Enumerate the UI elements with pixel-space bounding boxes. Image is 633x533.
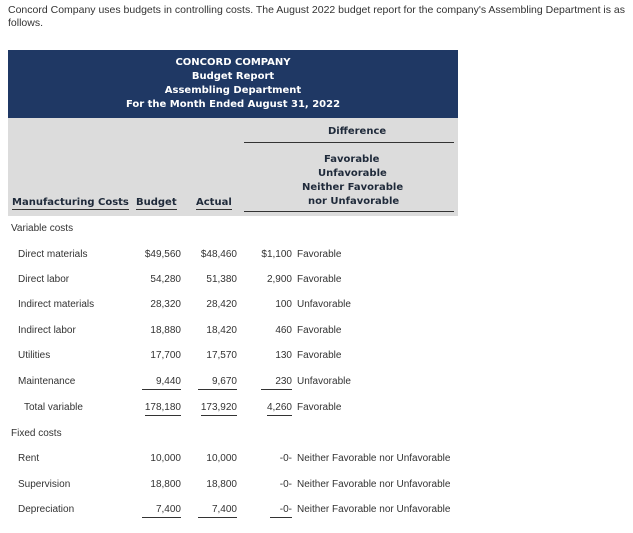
difference-value: -0- bbox=[279, 453, 292, 464]
row-label: Supervision bbox=[18, 479, 71, 490]
difference-value: $1,100 bbox=[261, 249, 292, 260]
company-name: CONCORD COMPANY bbox=[175, 57, 291, 68]
status-value: Unfavorable bbox=[297, 299, 351, 310]
actual-value: 28,420 bbox=[206, 299, 237, 310]
budget-value: 28,320 bbox=[150, 299, 181, 310]
actual-value: 10,000 bbox=[206, 453, 237, 464]
status-value: Neither Favorable nor Unfavorable bbox=[297, 479, 451, 490]
status-value: Favorable bbox=[297, 350, 342, 361]
budget-value: 18,800 bbox=[150, 479, 181, 490]
actual-value: 51,380 bbox=[206, 274, 237, 285]
report-banner: CONCORD COMPANY Budget Report Assembling… bbox=[8, 50, 458, 118]
budget-value: 18,880 bbox=[150, 325, 181, 336]
budget-value: 17,700 bbox=[150, 350, 181, 361]
manufacturing-costs-header: Manufacturing Costs bbox=[12, 197, 129, 210]
difference-rule bbox=[244, 142, 454, 143]
table-row: Rent 10,000 10,000 -0- Neither Favorable… bbox=[8, 452, 458, 466]
row-label: Direct materials bbox=[18, 249, 88, 260]
row-label: Total variable bbox=[24, 402, 83, 413]
intro-text: Concord Company uses budgets in controll… bbox=[8, 4, 625, 29]
table-row: Utilities 17,700 17,570 130 Favorable bbox=[8, 349, 458, 363]
difference-value: 2,900 bbox=[266, 274, 292, 285]
status-header-line-2: Unfavorable bbox=[318, 168, 387, 179]
difference-value: -0- bbox=[269, 503, 292, 518]
row-label: Maintenance bbox=[18, 376, 76, 387]
table-row: Maintenance 9,440 9,670 230 Unfavorable bbox=[8, 375, 458, 390]
budget-value: 9,440 bbox=[141, 375, 181, 390]
status-value: Neither Favorable nor Unfavorable bbox=[297, 453, 451, 464]
row-label: Direct labor bbox=[18, 274, 70, 285]
status-header-line-1: Favorable bbox=[324, 154, 380, 165]
budget-report: CONCORD COMPANY Budget Report Assembling… bbox=[8, 50, 458, 216]
budget-value: $49,560 bbox=[144, 249, 181, 260]
table-row: Direct labor 54,280 51,380 2,900 Favorab… bbox=[8, 273, 458, 287]
report-title: Budget Report bbox=[191, 71, 275, 82]
actual-value: $48,460 bbox=[200, 249, 237, 260]
actual-value: 17,570 bbox=[206, 350, 237, 361]
difference-value: 460 bbox=[275, 325, 292, 336]
budget-value: 178,180 bbox=[144, 401, 181, 416]
table-row: Indirect materials 28,320 28,420 100 Unf… bbox=[8, 298, 458, 312]
table-row: Indirect labor 18,880 18,420 460 Favorab… bbox=[8, 324, 458, 338]
difference-header: Difference bbox=[328, 126, 387, 137]
section-fixed-costs: Fixed costs bbox=[8, 427, 458, 441]
section-variable-costs: Variable costs bbox=[8, 222, 458, 236]
status-value: Favorable bbox=[297, 325, 342, 336]
budget-value: 7,400 bbox=[141, 503, 181, 518]
actual-value: 18,800 bbox=[206, 479, 237, 490]
status-value: Favorable bbox=[297, 249, 342, 260]
difference-value: 4,260 bbox=[266, 401, 292, 416]
table-row: Direct materials $49,560 $48,460 $1,100 … bbox=[8, 248, 458, 262]
row-label: Indirect labor bbox=[18, 325, 76, 336]
status-value: Unfavorable bbox=[297, 376, 351, 387]
actual-value: 173,920 bbox=[200, 401, 237, 416]
status-value: Favorable bbox=[297, 402, 342, 413]
actual-value: 7,400 bbox=[197, 503, 237, 518]
department-name: Assembling Department bbox=[164, 85, 302, 96]
table-row: Depreciation 7,400 7,400 -0- Neither Fav… bbox=[8, 503, 458, 518]
table-row: Supervision 18,800 18,800 -0- Neither Fa… bbox=[8, 478, 458, 492]
row-label: Rent bbox=[18, 453, 40, 464]
budget-value: 54,280 bbox=[150, 274, 181, 285]
table-row-total: Total variable 178,180 173,920 4,260 Fav… bbox=[8, 401, 458, 416]
actual-value: 9,670 bbox=[197, 375, 237, 390]
difference-value: -0- bbox=[279, 479, 292, 490]
actual-header: Actual bbox=[196, 197, 232, 210]
status-value: Favorable bbox=[297, 274, 342, 285]
row-label: Depreciation bbox=[18, 504, 75, 515]
budget-header: Budget bbox=[136, 197, 177, 210]
difference-value: 100 bbox=[275, 299, 292, 310]
column-header: Difference Favorable Unfavorable Neither… bbox=[8, 118, 458, 216]
difference-value: 230 bbox=[261, 375, 292, 390]
budget-value: 10,000 bbox=[150, 453, 181, 464]
status-header-line-4: nor Unfavorable bbox=[308, 196, 400, 207]
row-label: Utilities bbox=[18, 350, 51, 361]
actual-value: 18,420 bbox=[206, 325, 237, 336]
status-rule bbox=[244, 211, 454, 212]
report-period: For the Month Ended August 31, 2022 bbox=[125, 99, 341, 110]
section-label: Variable costs bbox=[11, 223, 74, 234]
section-label: Fixed costs bbox=[11, 428, 62, 439]
difference-value: 130 bbox=[275, 350, 292, 361]
status-value: Neither Favorable nor Unfavorable bbox=[297, 504, 451, 515]
status-header-line-3: Neither Favorable bbox=[302, 182, 404, 193]
row-label: Indirect materials bbox=[18, 299, 95, 310]
